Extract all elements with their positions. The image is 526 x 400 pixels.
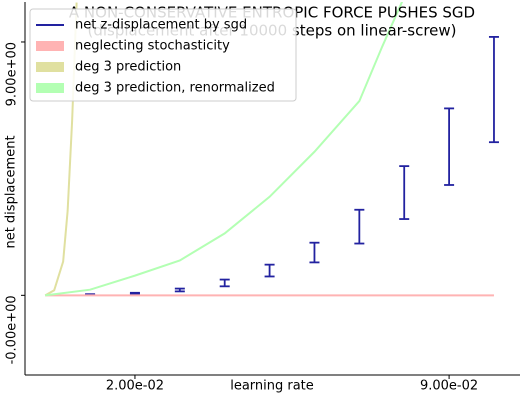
legend-label: deg 3 prediction, renormalized [75, 81, 275, 96]
plot-area [44, 2, 499, 297]
legend-swatch [36, 83, 64, 93]
error-bar [399, 165, 410, 220]
y-tick-label: 9.00e+00 [5, 42, 20, 106]
error-bar [488, 36, 499, 144]
legend [29, 8, 297, 102]
y-tick-label: -0.00e+00 [5, 295, 20, 364]
error-bar [219, 278, 230, 288]
error-bar [129, 291, 140, 295]
error-bar [309, 241, 320, 264]
error-bar [174, 287, 185, 293]
legend-label: deg 3 prediction [75, 60, 181, 75]
legend-swatch [36, 41, 64, 51]
legend-label: neglecting stochasticity [75, 39, 230, 54]
series-line [45, 2, 404, 297]
y-axis-label: net displacement [4, 135, 19, 248]
error-bar [354, 208, 365, 245]
legend-label: net z-displacement by sgd [75, 18, 247, 33]
error-bar [444, 107, 455, 186]
x-axis-label: learning rate [230, 379, 314, 394]
x-tick-label: 9.00e-02 [420, 379, 478, 394]
x-tick-label: 2.00e-02 [106, 379, 164, 394]
legend-swatch [36, 62, 64, 72]
error-bar [264, 263, 275, 278]
